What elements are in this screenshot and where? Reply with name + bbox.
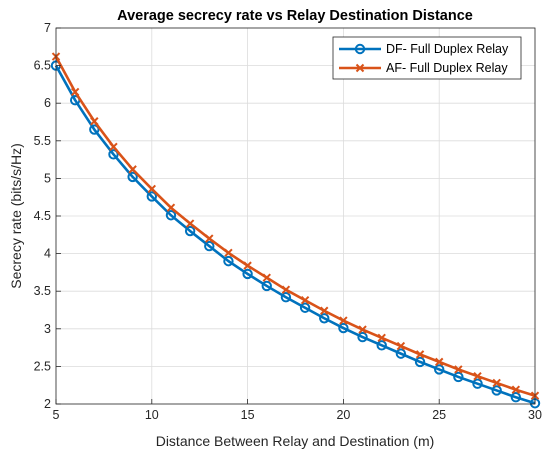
data-point [454,365,463,374]
data-point [204,240,215,252]
legend-marker-af [355,63,365,73]
data-point [127,171,138,183]
data-point [128,165,137,174]
data-point [70,87,80,97]
y-tick-label: 3 [44,322,51,336]
data-point [473,371,482,381]
x-tick-label: 5 [53,408,60,422]
series-layer [50,52,541,409]
x-tick-label: 10 [145,408,159,422]
data-point [281,285,291,294]
data-point [185,219,195,228]
data-point [414,356,426,368]
data-point [243,261,252,270]
x-axis-ticks: 5 10 15 20 25 30 [53,399,542,422]
y-tick-label: 2 [44,397,51,411]
data-point [146,191,158,202]
legend-box [332,36,522,80]
y-axis-title: Secrecy rate (bits/s/Hz) [8,143,24,288]
data-point [357,331,368,343]
x-axis-title: Distance Between Relay and Destination (… [156,433,435,449]
data-point [510,392,522,403]
y-tick-label: 6.5 [34,59,51,73]
data-point [415,350,425,359]
data-point [108,149,119,160]
data-point [358,325,367,334]
data-point [242,268,253,280]
data-point [147,184,157,194]
data-point [376,340,387,351]
data-point [280,292,292,303]
y-tick-label: 3.5 [34,284,51,298]
legend-label-af: AF- Full Duplex Relay [386,61,508,75]
legend-label-df: DF- Full Duplex Relay [386,42,509,56]
y-tick-label: 4 [44,247,51,261]
data-point [224,248,233,258]
data-point [165,210,177,221]
data-point [262,273,271,282]
data-point [338,322,349,334]
data-point [205,234,214,243]
data-point [396,341,406,351]
data-point [299,302,311,313]
data-point [491,385,502,396]
data-point [300,296,310,305]
legend-marker-df [354,43,366,55]
data-point [319,313,330,324]
y-tick-label: 5 [44,171,51,185]
data-point [492,378,501,388]
data-point [511,385,521,394]
y-tick-label: 2.5 [34,359,51,373]
data-point [453,371,464,383]
y-tick-label: 5.5 [34,134,51,148]
y-tick-label: 6 [44,96,51,110]
y-tick-label: 4.5 [34,209,51,223]
x-tick-label: 15 [241,408,255,422]
data-point [339,316,348,325]
data-point [320,306,329,315]
x-tick-label: 25 [432,408,446,422]
data-point [377,333,386,343]
data-point [109,142,118,152]
data-point [184,225,196,237]
y-axis-ticks: 2 2.5 3 3.5 4 4.5 5 5.5 6 6.5 7 [34,21,61,411]
data-point [90,117,99,126]
x-tick-label: 20 [336,408,350,422]
chart-title: Average secrecy rate vs Relay Destinatio… [117,8,473,24]
data-point [89,124,100,135]
data-point [261,280,272,292]
data-point [434,364,445,375]
legend: DF- Full Duplex Relay AF- Full Duplex Re… [332,36,522,80]
data-point [395,348,407,359]
data-point [223,255,234,267]
data-point [166,203,176,212]
x-tick-label: 30 [528,408,542,422]
data-point [472,378,483,389]
data-point [434,357,444,367]
y-tick-label: 7 [44,21,51,35]
